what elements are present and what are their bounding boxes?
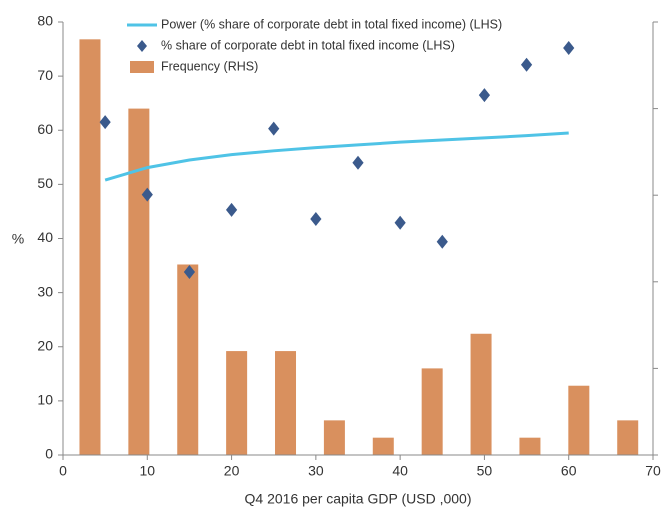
diamond <box>394 215 406 230</box>
y-tick-label: 20 <box>37 337 53 353</box>
x-axis-label: Q4 2016 per capita GDP (USD ,000) <box>245 491 472 507</box>
y-tick-label: 50 <box>37 175 53 191</box>
bar <box>275 351 297 455</box>
x-tick-label: 50 <box>477 463 493 479</box>
y-tick-label: 70 <box>37 67 53 83</box>
diamond <box>99 115 111 130</box>
bar <box>421 368 443 455</box>
x-tick-label: 0 <box>59 463 67 479</box>
bar <box>226 351 248 455</box>
diamond <box>563 40 575 55</box>
diamond <box>352 155 364 170</box>
power-line <box>104 131 569 182</box>
x-tick-label: 30 <box>308 463 324 479</box>
bar <box>617 420 639 455</box>
y-tick-label: 0 <box>45 446 53 462</box>
y-tick-label: 40 <box>37 229 53 245</box>
y-tick-label: 60 <box>37 121 53 137</box>
bar <box>372 437 394 455</box>
diamond <box>520 57 533 72</box>
diamond <box>268 121 280 136</box>
y-tick-label: 10 <box>37 392 53 408</box>
x-tick-label: 60 <box>561 463 577 479</box>
diamond <box>478 88 491 103</box>
bar <box>323 420 345 455</box>
bar <box>519 437 541 455</box>
diamond <box>310 212 322 227</box>
x-tick-label: 10 <box>139 463 155 479</box>
x-tick-label: 20 <box>224 463 240 479</box>
legend-swatch <box>130 61 154 73</box>
x-tick-label: 70 <box>645 463 661 479</box>
bar <box>568 385 590 455</box>
diamond <box>436 234 448 249</box>
bar <box>128 108 150 455</box>
diamond <box>183 265 196 280</box>
diamond <box>225 202 238 217</box>
diamond <box>141 187 153 202</box>
bar <box>177 264 199 455</box>
bar <box>79 39 101 455</box>
legend-label: Power (% share of corporate debt in tota… <box>161 17 502 31</box>
x-tick-label: 40 <box>392 463 408 479</box>
legend-label: % share of corporate debt in total fixed… <box>161 38 455 52</box>
y-axis-label: % <box>12 231 24 247</box>
y-tick-label: 30 <box>37 283 53 299</box>
bar <box>470 333 492 455</box>
legend-label: Frequency (RHS) <box>161 59 258 73</box>
legend-swatch <box>137 40 147 52</box>
y-tick-label: 80 <box>37 13 53 29</box>
